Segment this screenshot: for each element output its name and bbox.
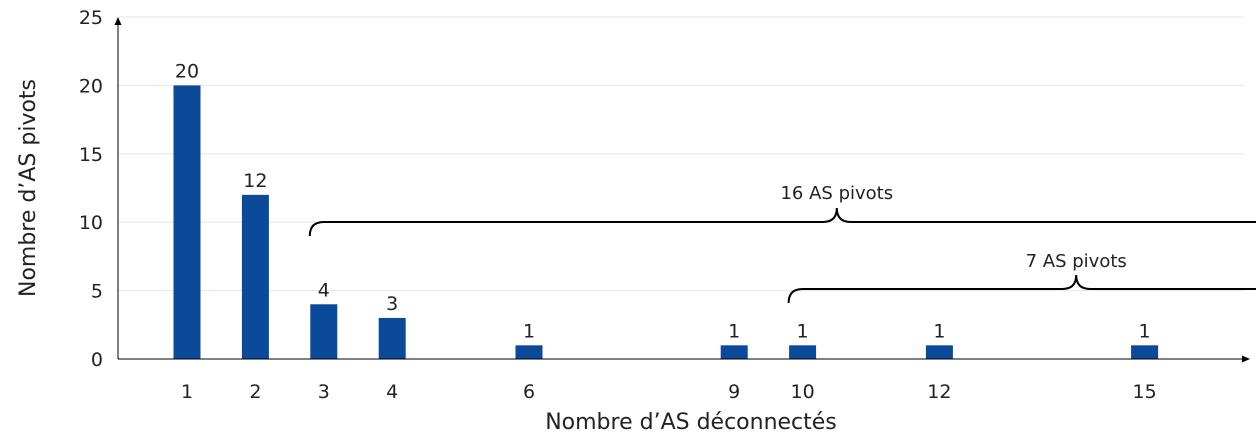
brace-label: 16 AS pivots [780,183,893,204]
bar [1131,345,1159,359]
data-label: 1 [523,320,535,342]
x-tick-label: 1 [181,381,193,403]
x-tick-label: 10 [791,381,815,403]
x-tick-label: 6 [523,381,535,403]
brace [787,274,1256,304]
bar [378,317,406,359]
x-tick-labels: 1234691012151718 [181,381,1157,403]
bar [310,304,338,359]
data-label: 20 [175,60,199,82]
data-label: 12 [243,170,267,192]
bar [925,345,953,359]
y-tick-label: 25 [79,7,103,29]
x-tick-label: 9 [728,381,740,403]
y-axis-arrow [114,17,122,25]
y-tick-label: 15 [79,144,103,166]
bar [789,345,817,359]
y-tick-label: 10 [79,212,103,234]
axes [114,17,1250,363]
bar [241,194,269,359]
y-tick-label: 0 [91,349,103,371]
x-axis-arrow [1242,355,1250,363]
grid-lines [118,16,1244,292]
y-axis-title: Nombre d’AS pivots [16,79,41,297]
brace [308,207,1256,237]
data-labels: 2012431111112 [175,60,1151,342]
data-label: 1 [1139,320,1151,342]
data-label: 3 [386,293,398,315]
bar [515,345,543,359]
x-axis-title: Nombre d’AS déconnectés [545,410,837,435]
brace-label: 7 AS pivots [1026,251,1127,272]
brace-annotations: 16 AS pivots 7 AS pivots [308,183,1256,304]
x-tick-label: 15 [1133,381,1157,403]
bars [173,85,1159,360]
data-label: 1 [728,320,740,342]
x-tick-label: 2 [249,381,261,403]
x-tick-label: 3 [318,381,330,403]
y-tick-label: 20 [79,75,103,97]
data-label: 1 [797,320,809,342]
x-tick-label: 12 [927,381,951,403]
data-label: 4 [318,279,330,301]
bar [173,85,201,360]
data-label: 1 [933,320,945,342]
y-tick-label: 5 [91,281,103,303]
x-tick-label: 4 [386,381,398,403]
y-tick-labels: 0 5 10 15 20 25 [79,7,103,371]
bar [720,345,748,359]
